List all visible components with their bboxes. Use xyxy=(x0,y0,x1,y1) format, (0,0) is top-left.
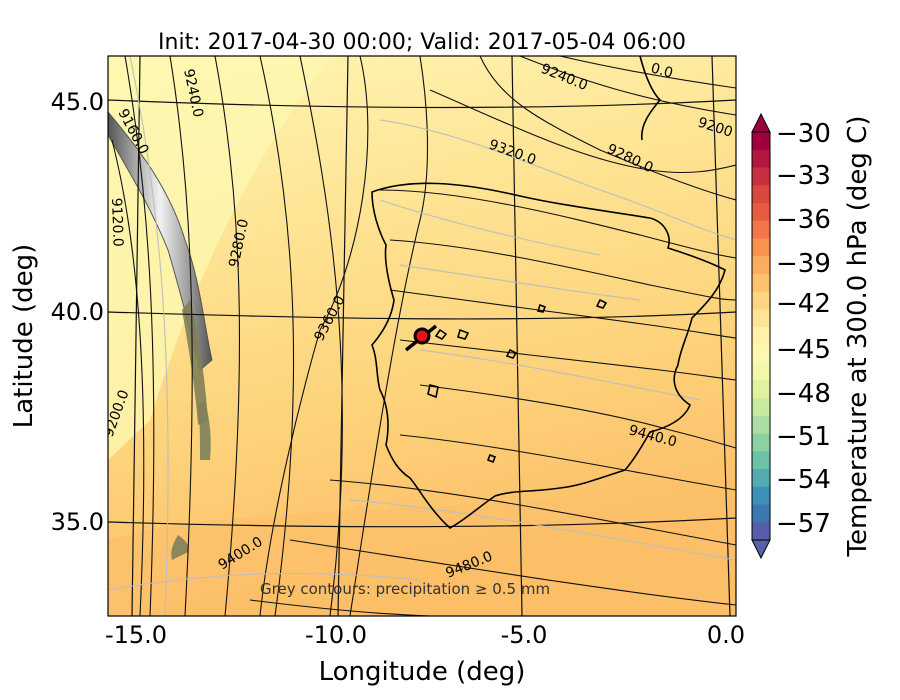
location-marker xyxy=(404,324,438,352)
colorbar-segment xyxy=(752,398,770,417)
x-tick-label: -10.0 xyxy=(305,621,367,649)
precip-annotation: Grey contours: precipitation ≥ 0.5 mm xyxy=(260,580,550,598)
colorbar-segment xyxy=(752,132,770,151)
colorbar-tick: −42 xyxy=(776,289,831,319)
colorbar-segment xyxy=(752,167,770,186)
colorbar-bottom-arrow xyxy=(751,539,771,560)
map-panel: 9160.0 9120.0 9200.0 9240.0 9240.0 9280.… xyxy=(108,56,736,616)
contour-label: 9120.0 xyxy=(108,198,126,248)
colorbar-tick: −48 xyxy=(776,379,831,409)
colorbar-segment xyxy=(752,185,770,204)
colorbar: −30 −33 −36 −39 −42 −45 −48 −51 −54 −57 … xyxy=(751,112,873,560)
cool-region xyxy=(108,56,330,460)
colorbar-segment xyxy=(752,291,770,310)
colorbar-segment xyxy=(752,202,770,222)
colorbar-segment xyxy=(752,220,770,240)
map-frame xyxy=(107,55,737,617)
colorbar-label: Temperature at 300.0 hPa (deg C) xyxy=(843,116,873,558)
colorbar-segment xyxy=(752,451,770,470)
y-tick-label: 35.0 xyxy=(51,508,104,536)
colorbar-segment xyxy=(752,238,770,257)
colorbar-ticks: −30 −33 −36 −39 −42 −45 −48 −51 −54 −57 xyxy=(776,119,831,539)
colorbar-tick: −45 xyxy=(776,335,831,365)
colorbar-tick: −54 xyxy=(776,465,831,495)
colorbar-segment xyxy=(752,344,770,364)
y-tick-label: 40.0 xyxy=(51,298,104,326)
colorbar-tick: −30 xyxy=(776,119,831,149)
colorbar-segment xyxy=(752,504,770,523)
colorbar-segment xyxy=(752,273,770,293)
x-axis-label: Longitude (deg) xyxy=(319,657,526,687)
colorbar-segment xyxy=(752,380,770,399)
colorbar-segment xyxy=(752,486,770,506)
precip-contours xyxy=(108,56,736,616)
warm-region xyxy=(108,480,736,616)
y-tick-label: 45.0 xyxy=(51,88,104,116)
colorbar-segments xyxy=(752,132,770,541)
colorbar-segment xyxy=(752,433,770,452)
plot-title: Init: 2017-04-30 00:00; Valid: 2017-05-0… xyxy=(158,30,686,55)
colorbar-segment xyxy=(752,327,770,346)
x-tick-label: -5.0 xyxy=(501,621,548,649)
colorbar-segment xyxy=(752,522,770,541)
colorbar-frame xyxy=(751,131,771,541)
colorbar-segment xyxy=(752,256,770,275)
colorbar-segment xyxy=(752,309,770,328)
x-tick-label: 0.0 xyxy=(707,621,745,649)
y-axis-label: Latitude (deg) xyxy=(9,244,39,429)
contour-label: 0.0 xyxy=(649,60,675,81)
y-axis: 35.0 40.0 45.0 Latitude (deg) xyxy=(9,88,104,536)
colorbar-tick: −39 xyxy=(776,249,831,279)
colorbar-segment xyxy=(752,469,770,488)
colorbar-tick: −33 xyxy=(776,161,831,191)
x-tick-label: -15.0 xyxy=(105,621,167,649)
marker-dot xyxy=(413,327,431,345)
colorbar-top-arrow xyxy=(751,112,771,133)
colorbar-tick: −36 xyxy=(776,205,831,235)
height-contours xyxy=(111,56,736,616)
colorbar-tick: −51 xyxy=(776,422,831,452)
colorbar-segment xyxy=(752,415,770,435)
colorbar-segment xyxy=(752,149,770,169)
precipitation-band xyxy=(108,111,213,560)
x-axis: -15.0 -10.0 -5.0 0.0 Longitude (deg) xyxy=(105,621,745,687)
colorbar-segment xyxy=(752,362,770,381)
coastline xyxy=(371,56,726,529)
colorbar-tick: −57 xyxy=(776,509,831,539)
